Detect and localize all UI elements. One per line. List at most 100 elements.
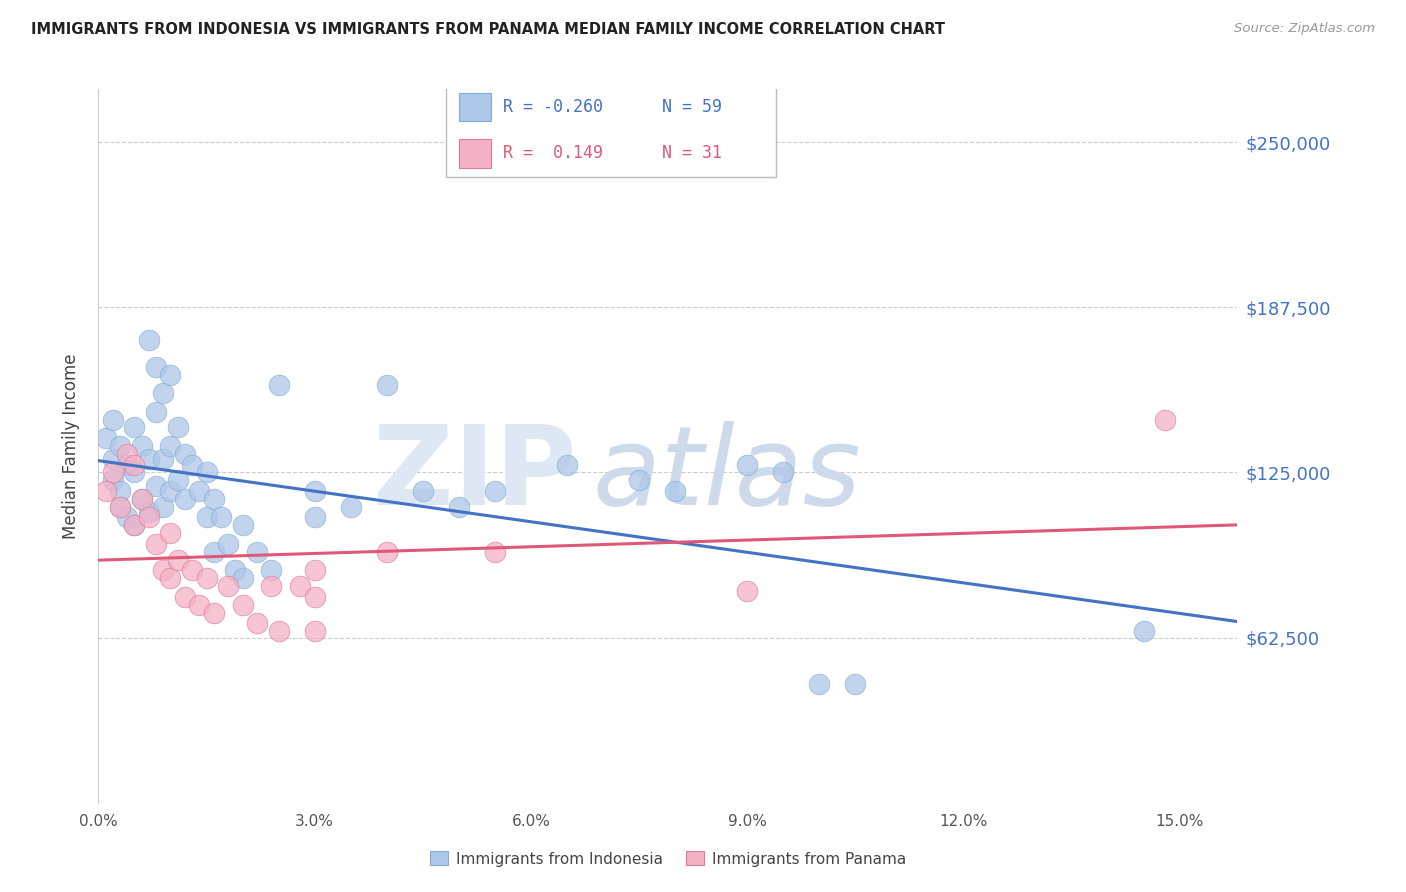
Point	[145, 359, 167, 374]
Point	[735, 458, 758, 472]
Point	[304, 510, 326, 524]
Point	[159, 526, 181, 541]
Point	[484, 545, 506, 559]
Point	[246, 545, 269, 559]
Point	[108, 500, 131, 514]
Point	[627, 474, 650, 488]
Point	[174, 491, 197, 506]
Point	[375, 545, 398, 559]
Point	[174, 590, 197, 604]
Point	[101, 466, 124, 480]
Point	[159, 483, 181, 498]
Point	[195, 510, 218, 524]
Point	[339, 500, 361, 514]
Point	[202, 606, 225, 620]
Point	[1132, 624, 1154, 638]
Point	[181, 458, 204, 472]
Point	[195, 466, 218, 480]
Point	[145, 478, 167, 492]
Point	[145, 537, 167, 551]
Point	[108, 439, 131, 453]
Point	[138, 510, 160, 524]
Point	[304, 624, 326, 638]
Point	[124, 518, 146, 533]
Y-axis label: Median Family Income: Median Family Income	[62, 353, 80, 539]
Point	[174, 447, 197, 461]
Point	[844, 677, 866, 691]
Point	[152, 563, 174, 577]
Point	[202, 545, 225, 559]
Point	[101, 412, 124, 426]
Point	[117, 510, 139, 524]
FancyBboxPatch shape	[460, 139, 491, 168]
Point	[217, 579, 239, 593]
Point	[735, 584, 758, 599]
Point	[447, 500, 470, 514]
Point	[152, 500, 174, 514]
Legend: Immigrants from Indonesia, Immigrants from Panama: Immigrants from Indonesia, Immigrants fr…	[430, 852, 905, 866]
Text: R =  0.149: R = 0.149	[503, 145, 603, 162]
Point	[152, 452, 174, 467]
Point	[166, 420, 188, 434]
Point	[138, 333, 160, 347]
Point	[808, 677, 831, 691]
Point	[124, 518, 146, 533]
Text: N = 59: N = 59	[662, 98, 723, 116]
Text: ZIP: ZIP	[374, 421, 576, 528]
Point	[117, 447, 139, 461]
Point	[195, 571, 218, 585]
Text: N = 31: N = 31	[662, 145, 723, 162]
Point	[101, 452, 124, 467]
Point	[124, 466, 146, 480]
Point	[152, 386, 174, 401]
Point	[260, 563, 283, 577]
Point	[375, 378, 398, 392]
Point	[188, 598, 211, 612]
Point	[1154, 412, 1177, 426]
Point	[166, 552, 188, 566]
Point	[267, 378, 290, 392]
Point	[117, 458, 139, 472]
Point	[664, 483, 686, 498]
Point	[555, 458, 578, 472]
Point	[131, 491, 153, 506]
Point	[94, 483, 117, 498]
Point	[108, 500, 131, 514]
Text: R = -0.260: R = -0.260	[503, 98, 603, 116]
Point	[159, 368, 181, 382]
Point	[412, 483, 434, 498]
Point	[232, 518, 254, 533]
Point	[484, 483, 506, 498]
Point	[304, 483, 326, 498]
Point	[267, 624, 290, 638]
Point	[131, 439, 153, 453]
Point	[145, 404, 167, 418]
Point	[304, 563, 326, 577]
Point	[209, 510, 232, 524]
Point	[217, 537, 239, 551]
Point	[138, 505, 160, 519]
Point	[101, 474, 124, 488]
Point	[232, 571, 254, 585]
Point	[181, 563, 204, 577]
Point	[260, 579, 283, 593]
Point	[304, 590, 326, 604]
Text: atlas: atlas	[593, 421, 862, 528]
Point	[166, 474, 188, 488]
Point	[772, 466, 794, 480]
Point	[94, 431, 117, 445]
Point	[131, 491, 153, 506]
Point	[202, 491, 225, 506]
Point	[246, 616, 269, 631]
Point	[159, 571, 181, 585]
Text: IMMIGRANTS FROM INDONESIA VS IMMIGRANTS FROM PANAMA MEDIAN FAMILY INCOME CORRELA: IMMIGRANTS FROM INDONESIA VS IMMIGRANTS …	[31, 22, 945, 37]
FancyBboxPatch shape	[460, 93, 491, 121]
Point	[108, 483, 131, 498]
Point	[124, 420, 146, 434]
FancyBboxPatch shape	[446, 84, 776, 177]
Text: Source: ZipAtlas.com: Source: ZipAtlas.com	[1234, 22, 1375, 36]
Point	[124, 458, 146, 472]
Point	[224, 563, 246, 577]
Point	[188, 483, 211, 498]
Point	[290, 579, 312, 593]
